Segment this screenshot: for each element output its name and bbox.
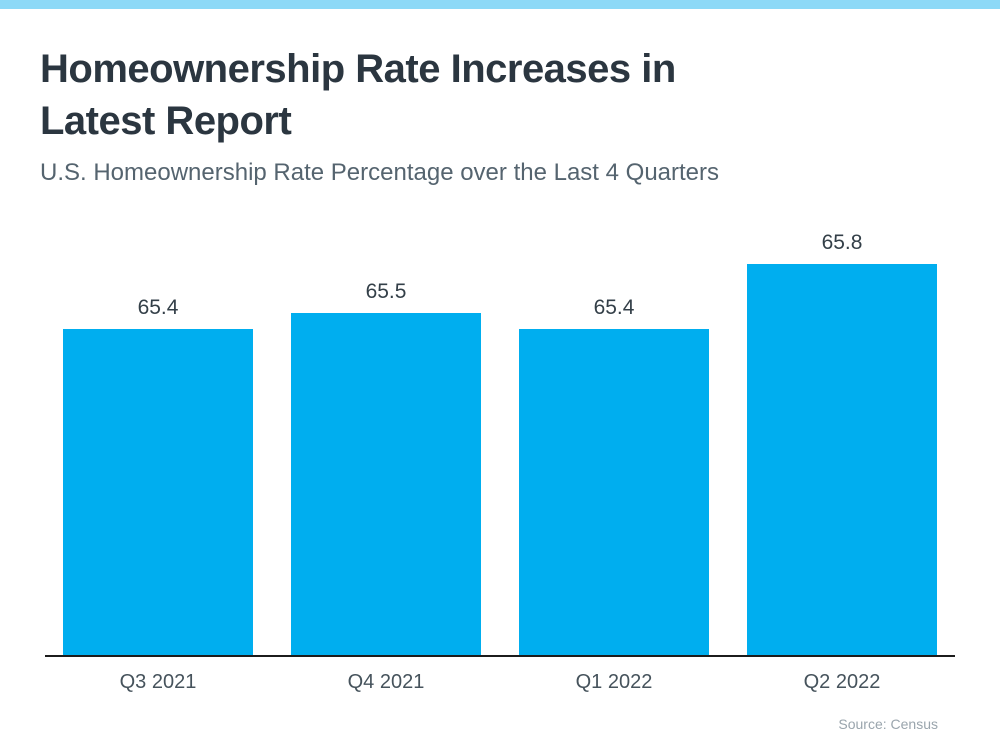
bar-group: 65.5 xyxy=(291,280,481,655)
bar xyxy=(519,329,709,655)
bar-group: 65.4 xyxy=(519,296,709,655)
bar-value-label: 65.4 xyxy=(137,296,179,319)
x-tick-label: Q4 2021 xyxy=(347,671,425,693)
x-tick-label: Q2 2022 xyxy=(803,671,881,693)
bar-value-label: 65.8 xyxy=(821,231,863,254)
page-title-line2: Latest Report xyxy=(40,99,292,143)
header: Homeownership Rate Increases in Latest R… xyxy=(40,43,960,187)
bar-value-label: 65.4 xyxy=(593,296,635,319)
bar-group: 65.4 xyxy=(63,296,253,655)
x-tick-label: Q1 2022 xyxy=(575,671,653,693)
bar-group: 65.8 xyxy=(747,231,937,655)
x-tick-label: Q3 2021 xyxy=(119,671,197,693)
bar-chart: 65.4 65.5 65.4 65.8 Q3 2021 Q4 2021 Q1 2022 Q2… xyxy=(45,187,955,694)
bar xyxy=(291,313,481,655)
chart-subtitle: U.S. Homeownership Rate Percentage over … xyxy=(40,159,720,186)
bar xyxy=(63,329,253,655)
chart-plot-row: 65.4 65.5 65.4 65.8 xyxy=(45,187,955,657)
page-title-line1: Homeownership Rate Increases in xyxy=(40,47,676,91)
bar-value-label: 65.5 xyxy=(365,280,407,303)
chart-ticks-row: Q3 2021 Q4 2021 Q1 2022 Q2 2022 xyxy=(45,671,955,694)
source-note: Source: Census xyxy=(838,716,938,732)
top-accent-bar xyxy=(0,0,1000,9)
page-title: Homeownership Rate Increases in Latest R… xyxy=(40,43,960,147)
bar xyxy=(747,264,937,655)
